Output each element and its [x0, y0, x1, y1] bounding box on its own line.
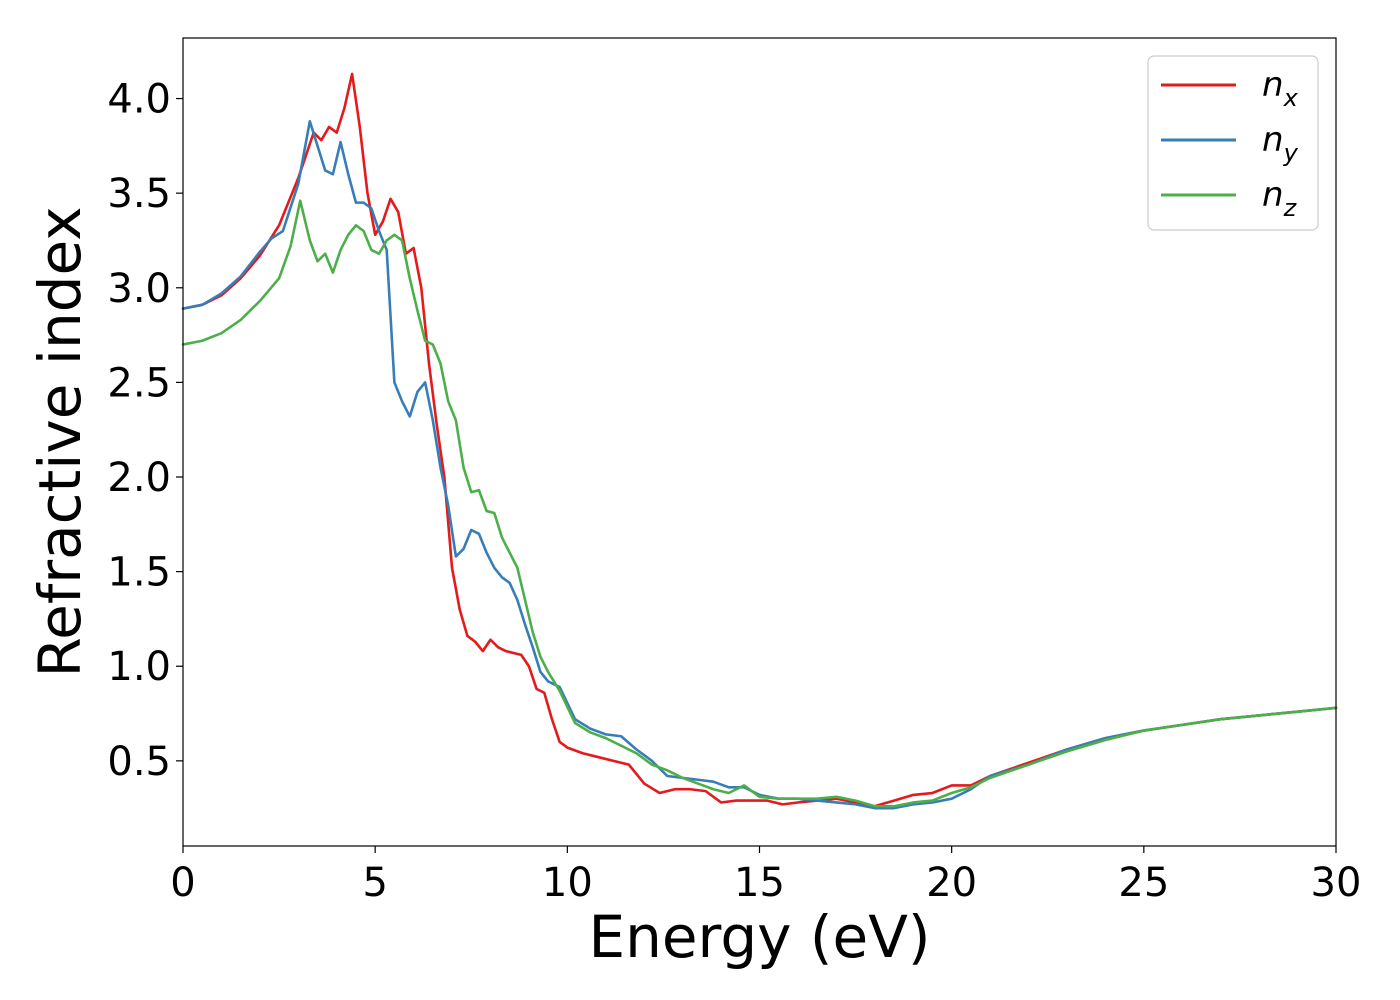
y-axis-title: Refractive index: [26, 206, 94, 677]
series-line-nz: [181, 199, 1338, 808]
x-axis: 0 5 10 15 20 25 30: [170, 846, 1361, 906]
x-tick-label: 15: [734, 860, 785, 906]
y-tick-label: 0.5: [107, 739, 171, 785]
x-axis-title: Energy (eV): [588, 903, 930, 971]
series-line-nx: [181, 72, 1338, 808]
x-tick-label: 0: [170, 860, 195, 906]
y-tick-label: 2.5: [107, 360, 171, 406]
y-tick-label: 3.0: [107, 266, 171, 312]
series-line-ny: [181, 119, 1338, 810]
x-tick-label: 10: [542, 860, 593, 906]
x-tick-label: 30: [1311, 860, 1362, 906]
x-tick-label: 5: [362, 860, 387, 906]
legend-frame: [1147, 55, 1319, 231]
y-tick-label: 4.0: [107, 77, 171, 123]
plot-area: [183, 38, 1336, 846]
y-tick-label: 1.0: [107, 644, 171, 690]
legend-label-ny: ny: [1262, 120, 1299, 167]
y-tick-label: 3.5: [107, 171, 171, 217]
y-axis: 0.5 1.0 1.5 2.0 2.5 3.0 3.5 4.0: [107, 77, 183, 785]
series-layer: [181, 72, 1338, 810]
x-tick-label: 25: [1118, 860, 1169, 906]
x-tick-label: 20: [926, 860, 977, 906]
y-tick-label: 2.0: [107, 455, 171, 501]
y-tick-label: 1.5: [107, 550, 171, 596]
